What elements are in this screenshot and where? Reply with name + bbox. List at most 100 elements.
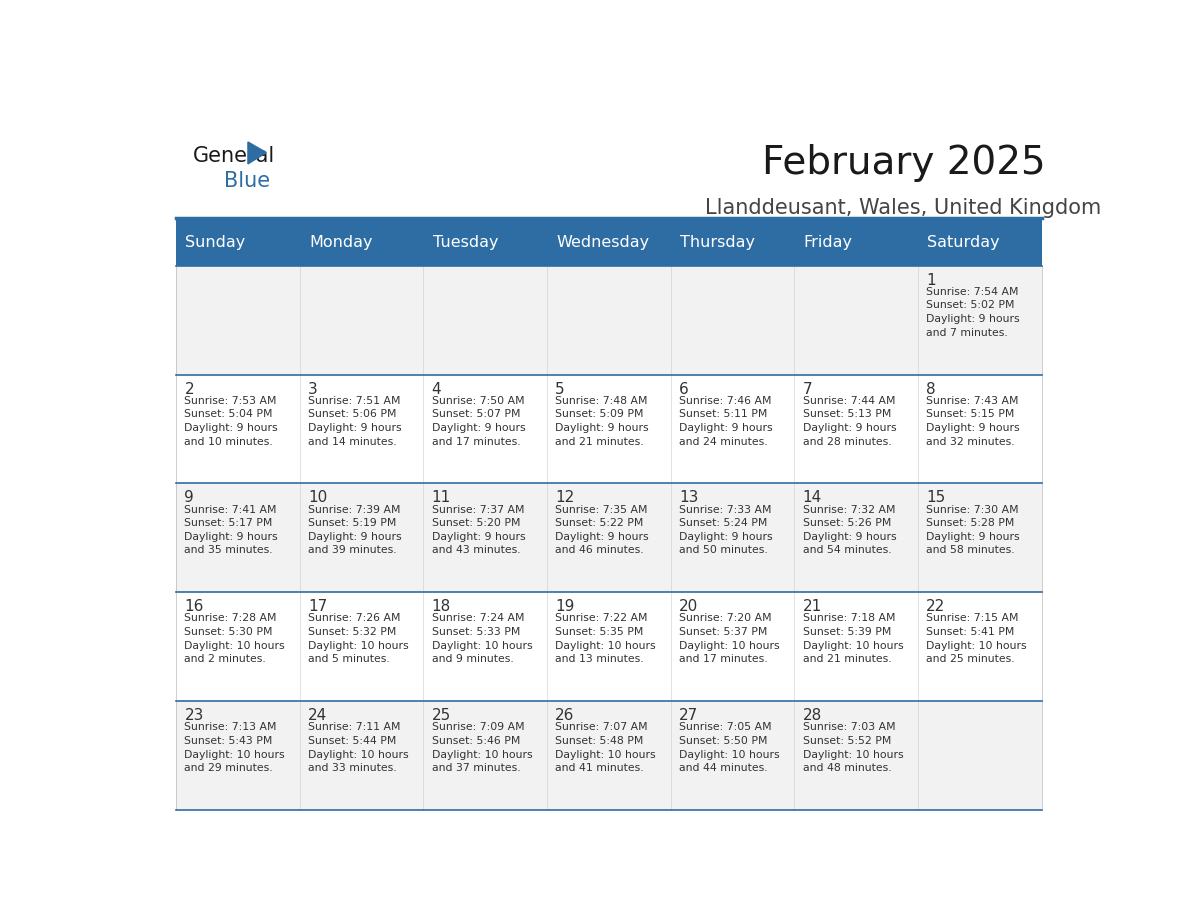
Bar: [546, 484, 671, 592]
Bar: [918, 265, 1042, 375]
Bar: [795, 484, 918, 592]
Text: Sunrise: 7:37 AM
Sunset: 5:20 PM
Daylight: 9 hours
and 43 minutes.: Sunrise: 7:37 AM Sunset: 5:20 PM Dayligh…: [431, 505, 525, 555]
Text: 19: 19: [555, 599, 575, 614]
Bar: [671, 375, 795, 484]
Text: Sunrise: 7:44 AM
Sunset: 5:13 PM
Daylight: 9 hours
and 28 minutes.: Sunrise: 7:44 AM Sunset: 5:13 PM Dayligh…: [803, 396, 896, 446]
Text: Sunrise: 7:24 AM
Sunset: 5:33 PM
Daylight: 10 hours
and 9 minutes.: Sunrise: 7:24 AM Sunset: 5:33 PM Dayligh…: [431, 613, 532, 665]
Text: Sunrise: 7:07 AM
Sunset: 5:48 PM
Daylight: 10 hours
and 41 minutes.: Sunrise: 7:07 AM Sunset: 5:48 PM Dayligh…: [555, 722, 656, 773]
Bar: [918, 701, 1042, 810]
Text: 1: 1: [927, 273, 936, 287]
Bar: [795, 219, 918, 265]
Bar: [795, 592, 918, 701]
Bar: [423, 265, 546, 375]
Text: 16: 16: [184, 599, 204, 614]
Bar: [176, 484, 299, 592]
Bar: [546, 265, 671, 375]
Text: Sunrise: 7:53 AM
Sunset: 5:04 PM
Daylight: 9 hours
and 10 minutes.: Sunrise: 7:53 AM Sunset: 5:04 PM Dayligh…: [184, 396, 278, 446]
Text: 24: 24: [308, 708, 328, 723]
Bar: [918, 375, 1042, 484]
Bar: [176, 219, 299, 265]
Bar: [546, 219, 671, 265]
Text: Sunrise: 7:50 AM
Sunset: 5:07 PM
Daylight: 9 hours
and 17 minutes.: Sunrise: 7:50 AM Sunset: 5:07 PM Dayligh…: [431, 396, 525, 446]
Text: Sunrise: 7:15 AM
Sunset: 5:41 PM
Daylight: 10 hours
and 25 minutes.: Sunrise: 7:15 AM Sunset: 5:41 PM Dayligh…: [927, 613, 1026, 665]
Bar: [795, 701, 918, 810]
Text: February 2025: February 2025: [762, 144, 1045, 182]
Text: 8: 8: [927, 382, 936, 397]
Text: Sunrise: 7:30 AM
Sunset: 5:28 PM
Daylight: 9 hours
and 58 minutes.: Sunrise: 7:30 AM Sunset: 5:28 PM Dayligh…: [927, 505, 1019, 555]
Text: 18: 18: [431, 599, 451, 614]
Text: 14: 14: [803, 490, 822, 506]
Text: 2: 2: [184, 382, 194, 397]
Text: Sunrise: 7:03 AM
Sunset: 5:52 PM
Daylight: 10 hours
and 48 minutes.: Sunrise: 7:03 AM Sunset: 5:52 PM Dayligh…: [803, 722, 903, 773]
Text: Wednesday: Wednesday: [556, 235, 650, 251]
Bar: [671, 484, 795, 592]
Bar: [918, 592, 1042, 701]
Text: 9: 9: [184, 490, 194, 506]
Text: Sunrise: 7:41 AM
Sunset: 5:17 PM
Daylight: 9 hours
and 35 minutes.: Sunrise: 7:41 AM Sunset: 5:17 PM Dayligh…: [184, 505, 278, 555]
Text: Tuesday: Tuesday: [432, 235, 498, 251]
Text: Sunrise: 7:09 AM
Sunset: 5:46 PM
Daylight: 10 hours
and 37 minutes.: Sunrise: 7:09 AM Sunset: 5:46 PM Dayligh…: [431, 722, 532, 773]
Text: 21: 21: [803, 599, 822, 614]
Bar: [795, 375, 918, 484]
Text: Sunrise: 7:43 AM
Sunset: 5:15 PM
Daylight: 9 hours
and 32 minutes.: Sunrise: 7:43 AM Sunset: 5:15 PM Dayligh…: [927, 396, 1019, 446]
Bar: [299, 265, 423, 375]
Text: 27: 27: [680, 708, 699, 723]
Bar: [423, 701, 546, 810]
Text: Thursday: Thursday: [680, 235, 754, 251]
Text: Monday: Monday: [309, 235, 373, 251]
Bar: [918, 484, 1042, 592]
Text: 25: 25: [431, 708, 451, 723]
Bar: [299, 375, 423, 484]
Text: 28: 28: [803, 708, 822, 723]
Bar: [299, 484, 423, 592]
Text: 22: 22: [927, 599, 946, 614]
Text: Blue: Blue: [225, 171, 270, 191]
Text: 12: 12: [555, 490, 575, 506]
Text: Sunrise: 7:11 AM
Sunset: 5:44 PM
Daylight: 10 hours
and 33 minutes.: Sunrise: 7:11 AM Sunset: 5:44 PM Dayligh…: [308, 722, 409, 773]
Text: Sunrise: 7:46 AM
Sunset: 5:11 PM
Daylight: 9 hours
and 24 minutes.: Sunrise: 7:46 AM Sunset: 5:11 PM Dayligh…: [680, 396, 772, 446]
Text: 26: 26: [555, 708, 575, 723]
Text: Sunrise: 7:26 AM
Sunset: 5:32 PM
Daylight: 10 hours
and 5 minutes.: Sunrise: 7:26 AM Sunset: 5:32 PM Dayligh…: [308, 613, 409, 665]
Text: Saturday: Saturday: [927, 235, 1000, 251]
Bar: [423, 592, 546, 701]
Text: 15: 15: [927, 490, 946, 506]
Text: Sunrise: 7:20 AM
Sunset: 5:37 PM
Daylight: 10 hours
and 17 minutes.: Sunrise: 7:20 AM Sunset: 5:37 PM Dayligh…: [680, 613, 779, 665]
Text: General: General: [192, 146, 274, 166]
Text: 17: 17: [308, 599, 328, 614]
Text: 7: 7: [803, 382, 813, 397]
Text: Sunrise: 7:54 AM
Sunset: 5:02 PM
Daylight: 9 hours
and 7 minutes.: Sunrise: 7:54 AM Sunset: 5:02 PM Dayligh…: [927, 286, 1019, 338]
Text: Friday: Friday: [803, 235, 853, 251]
Bar: [176, 701, 299, 810]
Text: Sunrise: 7:05 AM
Sunset: 5:50 PM
Daylight: 10 hours
and 44 minutes.: Sunrise: 7:05 AM Sunset: 5:50 PM Dayligh…: [680, 722, 779, 773]
Text: Llanddeusant, Wales, United Kingdom: Llanddeusant, Wales, United Kingdom: [706, 197, 1101, 218]
Text: 3: 3: [308, 382, 318, 397]
Text: Sunrise: 7:39 AM
Sunset: 5:19 PM
Daylight: 9 hours
and 39 minutes.: Sunrise: 7:39 AM Sunset: 5:19 PM Dayligh…: [308, 505, 402, 555]
Bar: [176, 592, 299, 701]
Text: 6: 6: [680, 382, 689, 397]
Text: Sunrise: 7:48 AM
Sunset: 5:09 PM
Daylight: 9 hours
and 21 minutes.: Sunrise: 7:48 AM Sunset: 5:09 PM Dayligh…: [555, 396, 649, 446]
Polygon shape: [248, 142, 266, 164]
Bar: [423, 219, 546, 265]
Bar: [299, 701, 423, 810]
Bar: [299, 592, 423, 701]
Bar: [918, 219, 1042, 265]
Bar: [546, 375, 671, 484]
Text: Sunrise: 7:35 AM
Sunset: 5:22 PM
Daylight: 9 hours
and 46 minutes.: Sunrise: 7:35 AM Sunset: 5:22 PM Dayligh…: [555, 505, 649, 555]
Bar: [671, 701, 795, 810]
Bar: [176, 375, 299, 484]
Text: 5: 5: [555, 382, 565, 397]
Text: 23: 23: [184, 708, 204, 723]
Text: Sunrise: 7:51 AM
Sunset: 5:06 PM
Daylight: 9 hours
and 14 minutes.: Sunrise: 7:51 AM Sunset: 5:06 PM Dayligh…: [308, 396, 402, 446]
Text: 10: 10: [308, 490, 328, 506]
Text: Sunrise: 7:33 AM
Sunset: 5:24 PM
Daylight: 9 hours
and 50 minutes.: Sunrise: 7:33 AM Sunset: 5:24 PM Dayligh…: [680, 505, 772, 555]
Text: Sunrise: 7:13 AM
Sunset: 5:43 PM
Daylight: 10 hours
and 29 minutes.: Sunrise: 7:13 AM Sunset: 5:43 PM Dayligh…: [184, 722, 285, 773]
Text: 11: 11: [431, 490, 451, 506]
Bar: [546, 592, 671, 701]
Bar: [423, 375, 546, 484]
Text: Sunday: Sunday: [185, 235, 246, 251]
Bar: [795, 265, 918, 375]
Bar: [423, 484, 546, 592]
Bar: [671, 592, 795, 701]
Text: Sunrise: 7:22 AM
Sunset: 5:35 PM
Daylight: 10 hours
and 13 minutes.: Sunrise: 7:22 AM Sunset: 5:35 PM Dayligh…: [555, 613, 656, 665]
Bar: [299, 219, 423, 265]
